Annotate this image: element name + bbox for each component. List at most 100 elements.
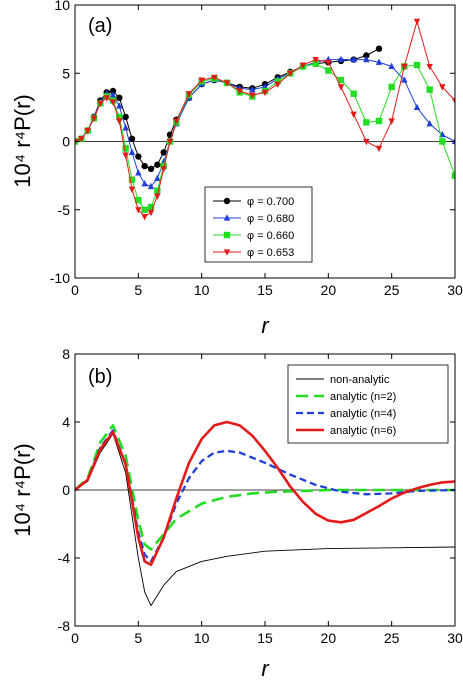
data-point (173, 118, 180, 125)
series-group (75, 420, 455, 607)
data-point (141, 162, 148, 170)
data-point (135, 196, 142, 204)
data-point (249, 85, 256, 93)
data-point (78, 136, 85, 143)
data-point (198, 77, 205, 84)
data-point (325, 59, 332, 67)
data-point (439, 84, 446, 91)
x-tick-label: 0 (71, 282, 79, 298)
x-tick-label: 10 (194, 282, 210, 298)
data-point (312, 60, 319, 67)
data-point (128, 148, 136, 156)
data-point (312, 57, 319, 64)
data-point (223, 231, 231, 239)
data-point (147, 203, 155, 211)
data-point (147, 209, 155, 217)
legend-label: φ = 0.680 (247, 213, 294, 225)
data-point (274, 81, 281, 88)
series-line (75, 420, 455, 567)
data-point (451, 137, 455, 145)
data-point (128, 186, 136, 194)
data-point (122, 124, 129, 131)
data-point (439, 138, 446, 145)
legend: φ = 0.700 φ = 0.680 φ = 0.660 φ = 0.653 (204, 186, 313, 263)
data-point (299, 62, 307, 69)
data-point (135, 207, 142, 214)
x-tick-label: 30 (447, 282, 463, 298)
data-point (451, 97, 455, 105)
panel-label: (b) (88, 366, 112, 388)
data-point (223, 197, 231, 205)
data-point (413, 18, 421, 26)
data-point (261, 89, 269, 97)
chart-panel-b: 0 5 10 15 20 25 30 -8 -4 0 4 8 (b) r 10⁴ r⁴P(r) non… (10, 346, 463, 681)
data-point (166, 138, 174, 146)
data-point (211, 74, 218, 82)
axis-ticks: 0 5 10 15 20 25 30 -8 -4 0 4 8 (58, 346, 463, 646)
data-point (337, 84, 345, 91)
y-tick-label: 0 (62, 134, 70, 150)
series-line (75, 424, 455, 551)
data-point (128, 176, 136, 183)
data-point (135, 153, 142, 160)
data-point (401, 63, 408, 71)
data-point (109, 91, 117, 98)
x-tick-label: 15 (257, 282, 273, 298)
data-point (103, 95, 110, 102)
data-point (122, 113, 129, 121)
x-tick-label: 15 (257, 630, 273, 646)
data-point (375, 117, 383, 125)
y-axis-label: 10⁴ r⁴P(r) (10, 94, 35, 187)
data-point (160, 149, 167, 156)
legend-label: analytic (n=6) (330, 425, 396, 437)
data-point (116, 102, 123, 109)
chart-panel-a: 0 5 10 15 20 25 30 -10 -5 0 5 10 (a) r 10⁴ r⁴P(r) φ… (10, 0, 463, 338)
legend: non-analytic analytic (n=2) analytic (n=4)… (287, 364, 449, 444)
data-point (337, 55, 345, 63)
data-point (185, 91, 193, 98)
data-point (388, 62, 395, 70)
data-point (426, 63, 433, 71)
data-point (109, 99, 117, 106)
data-point (236, 88, 243, 95)
data-point (147, 182, 155, 190)
x-tick-label: 30 (447, 630, 463, 646)
series-line (75, 429, 455, 563)
data-point (363, 119, 370, 126)
x-axis-label: r (261, 656, 270, 681)
legend-label: analytic (n=2) (330, 391, 396, 403)
data-point (350, 90, 357, 97)
data-point (451, 172, 455, 179)
data-point (249, 92, 256, 99)
data-point (337, 76, 345, 84)
data-point (141, 180, 148, 187)
x-axis-label: r (261, 313, 270, 338)
data-point (223, 249, 231, 256)
series-line (75, 433, 455, 607)
data-point (223, 214, 231, 221)
data-point (154, 161, 161, 168)
data-point (426, 86, 433, 93)
series-line (75, 59, 455, 187)
data-point (147, 165, 155, 172)
x-tick-label: 10 (194, 630, 210, 646)
data-point (350, 55, 357, 63)
data-point (154, 174, 161, 181)
data-point (274, 78, 281, 85)
data-point (154, 187, 161, 194)
data-point (426, 119, 433, 127)
x-tick-label: 25 (384, 630, 400, 646)
data-point (128, 135, 136, 142)
x-tick-label: 5 (134, 630, 142, 646)
data-point (90, 115, 98, 123)
data-point (84, 127, 91, 135)
data-point (375, 58, 383, 65)
x-tick-label: 20 (321, 282, 337, 298)
data-point (325, 67, 332, 74)
data-point (363, 138, 370, 146)
data-point (375, 45, 383, 52)
data-point (97, 100, 104, 108)
data-point (350, 111, 357, 118)
data-point (116, 118, 123, 125)
